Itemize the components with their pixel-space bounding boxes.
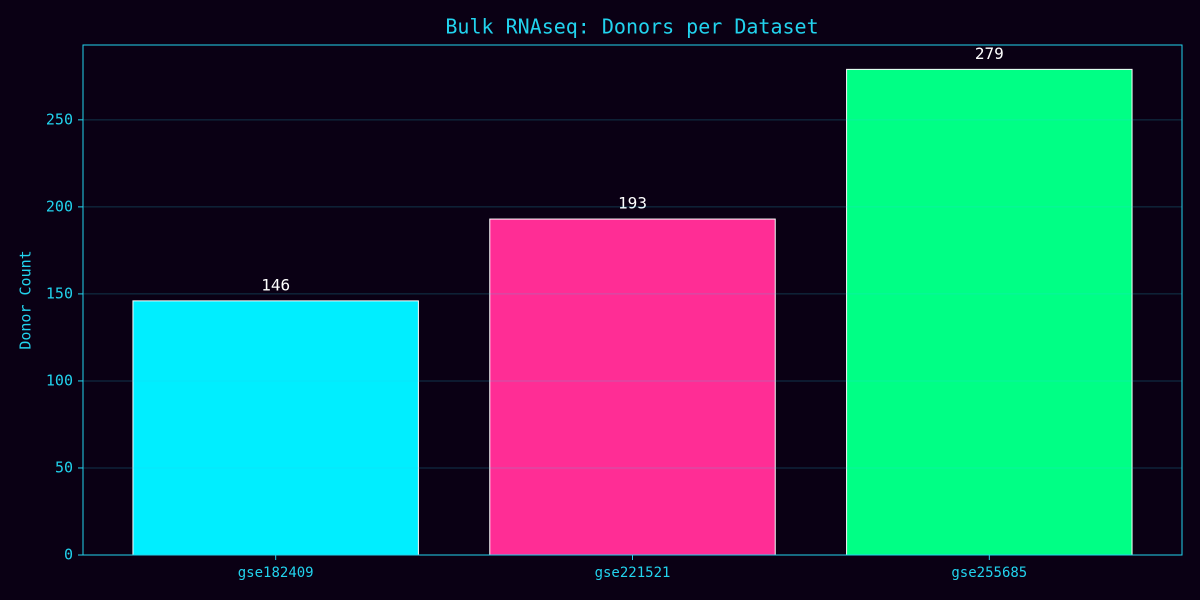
- y-tick-label: 250: [46, 110, 73, 128]
- data-label: 279: [975, 44, 1004, 63]
- y-tick-label: 150: [46, 284, 73, 302]
- bar: [846, 68, 1133, 556]
- data-label: 146: [261, 275, 290, 294]
- y-tick-label: 200: [46, 197, 73, 215]
- bar: [132, 300, 419, 556]
- y-axis-label: Donor Count: [17, 250, 35, 349]
- y-tick-label: 100: [46, 371, 73, 389]
- x-tick-label: gse182409: [238, 565, 314, 581]
- plot-frame: [82, 44, 1183, 556]
- x-tick-label: gse221521: [595, 565, 671, 581]
- y-tick-label: 0: [64, 546, 73, 564]
- x-tick-label: gse255685: [951, 565, 1027, 581]
- y-tick-label: 50: [55, 458, 73, 476]
- data-label: 193: [618, 194, 647, 213]
- chart-title: Bulk RNAseq: Donors per Dataset: [445, 15, 818, 39]
- bar: [489, 218, 776, 556]
